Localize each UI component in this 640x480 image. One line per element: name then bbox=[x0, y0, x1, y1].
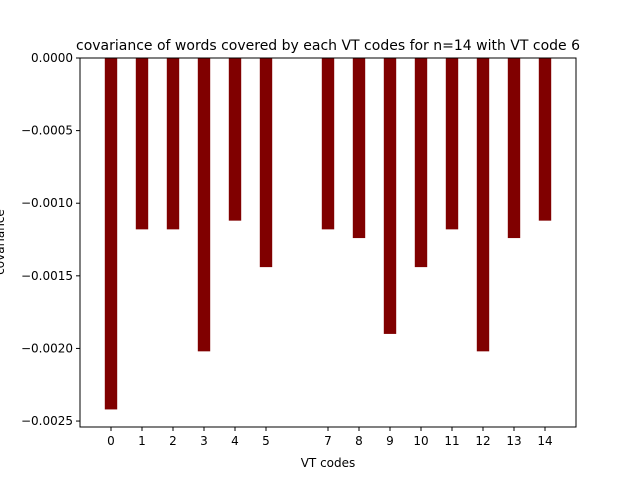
y-tick-label: −0.0020 bbox=[21, 341, 73, 355]
x-tick-label: 1 bbox=[138, 434, 146, 448]
y-tick-label: −0.0025 bbox=[21, 414, 73, 428]
x-tick-label: 4 bbox=[231, 434, 239, 448]
x-tick-label: 9 bbox=[386, 434, 394, 448]
x-tick-label: 13 bbox=[506, 434, 521, 448]
bar-2 bbox=[166, 58, 180, 230]
plot-frame bbox=[79, 57, 577, 428]
x-tick-label: 14 bbox=[537, 434, 552, 448]
bar-14 bbox=[538, 58, 552, 221]
x-tick-label: 11 bbox=[444, 434, 459, 448]
x-tick-label: 0 bbox=[107, 434, 115, 448]
bar-9 bbox=[383, 58, 397, 334]
x-tick-label: 10 bbox=[413, 434, 428, 448]
y-tick-label: −0.0015 bbox=[21, 269, 73, 283]
y-tick-label: 0.0000 bbox=[31, 51, 73, 65]
y-tick-label: −0.0005 bbox=[21, 124, 73, 138]
bar-4 bbox=[228, 58, 242, 221]
bar-13 bbox=[507, 58, 521, 239]
chart-title: covariance of words covered by each VT c… bbox=[76, 38, 580, 54]
bar-7 bbox=[321, 58, 335, 230]
bars-group bbox=[104, 58, 552, 410]
x-tick-label: 2 bbox=[169, 434, 177, 448]
x-tick-label: 3 bbox=[200, 434, 208, 448]
y-axis-label: covariance bbox=[0, 209, 7, 275]
x-axis-label: VT codes bbox=[301, 456, 356, 470]
x-tick-label: 7 bbox=[324, 434, 332, 448]
x-tick-label: 5 bbox=[262, 434, 270, 448]
bar-12 bbox=[476, 58, 490, 352]
y-axis-ticks: 0.0000 −0.0005 −0.0010 −0.0015 −0.0020 −0.002… bbox=[21, 51, 80, 428]
bar-8 bbox=[352, 58, 366, 239]
bar-10 bbox=[414, 58, 428, 268]
bar-1 bbox=[135, 58, 149, 230]
bar-3 bbox=[197, 58, 211, 352]
bar-5 bbox=[259, 58, 273, 268]
x-tick-label: 12 bbox=[475, 434, 490, 448]
x-axis-ticks: 0 1 2 3 4 5 7 8 9 10 11 12 13 14 bbox=[107, 427, 553, 448]
bar-0 bbox=[104, 58, 118, 410]
bar-11 bbox=[445, 58, 459, 230]
y-tick-label: −0.0010 bbox=[21, 196, 73, 210]
x-tick-label: 8 bbox=[355, 434, 363, 448]
